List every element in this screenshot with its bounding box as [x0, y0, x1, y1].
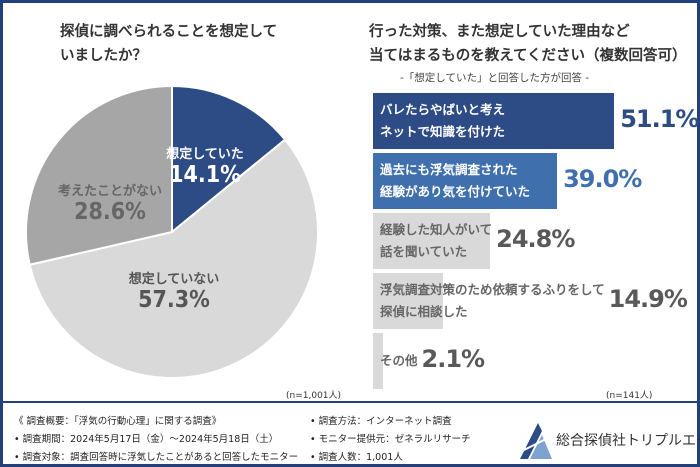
- bar-label-line: ネットで知識を付けた: [380, 124, 506, 139]
- pie-slice-label: 想定していない 57.3%: [129, 268, 220, 313]
- pie-title-line2: いましたか？: [60, 48, 147, 64]
- bar-label-line: 経験があり気を付けていた: [380, 184, 531, 199]
- footer-mid-1: • 調査方法：インターネット調査: [310, 416, 452, 427]
- footer: 《 調査概要：「浮気の行動心理」に関する調査》 • 調査期間：2024年5月17…: [0, 401, 700, 463]
- pie-slice: [25, 84, 173, 266]
- pie-slice: [28, 138, 319, 379]
- bar-label-line: 経験した知人がいて: [380, 222, 493, 237]
- bar-value: 14.9%: [608, 285, 688, 313]
- pie-slice-value: 57.3%: [138, 287, 210, 313]
- bar-label: 経験した知人がいて 話を聞いていた: [380, 219, 492, 263]
- pie-slice-label: 想定していた 14.1%: [166, 143, 244, 188]
- bar-label: 過去にも浮気調査された 経験があり気を付けていた: [380, 159, 530, 203]
- bar-value: 51.1%: [620, 105, 699, 133]
- pie-slice-value: 28.6%: [74, 199, 146, 225]
- bar: [373, 273, 444, 329]
- bar-n-note: (n=141人): [606, 391, 653, 401]
- pie-title-line1: 探偵に調べられることを想定して: [60, 24, 278, 40]
- footer-mid-2: • モニター提供元：ゼネラルリサーチ: [310, 434, 471, 445]
- bar-subtitle: -「想定していた」と回答した方が回答 -: [400, 72, 590, 84]
- bar-label-line: バレたらやばいと考え: [380, 102, 506, 117]
- footer-left-3: • 調査対象：調査回答時に浮気したことがあると回答したモニター: [14, 452, 299, 463]
- footer-left-1: 《 調査概要：「浮気の行動心理」に関する調査》: [14, 416, 222, 427]
- logo-mark-icon: [520, 423, 552, 459]
- bar-value: 2.1%: [421, 345, 486, 373]
- footer-left-2: • 調査期間：2024年5月17日（金）～2024年5月18日（土）: [14, 434, 279, 445]
- pie-slice-label: 考えたことがない 28.6%: [58, 180, 162, 225]
- pie-slice-name: 考えたことがない: [57, 184, 163, 199]
- bar: [373, 213, 491, 269]
- bar-label-line: 過去にも浮気調査された: [380, 162, 518, 177]
- pie-slice: [171, 84, 287, 235]
- bar-value: 39.0%: [563, 165, 642, 193]
- bar-label-line: 話を聞いていた: [380, 244, 468, 259]
- bar: [373, 93, 615, 149]
- bar-label-line: 探偵に相談した: [380, 304, 468, 319]
- bar-title-line2: 当てはまるものを教えてください（複数回答可）: [369, 48, 687, 64]
- pie-slice-name: 想定していた: [166, 147, 244, 162]
- bar-label: その他: [380, 350, 418, 372]
- bar: [373, 153, 558, 209]
- bar: [373, 333, 383, 389]
- bar-label: バレたらやばいと考え ネットで知識を付けた: [380, 99, 505, 143]
- bar-label-line: 浮気調査対策のため依頼するふりをして: [380, 282, 605, 297]
- footer-mid-3: • 調査人数：1,001人: [310, 452, 403, 463]
- logo-text: 総合探偵社トリプルエー: [556, 433, 700, 449]
- bar-label-line: その他: [380, 353, 418, 368]
- bar-label: 浮気調査対策のため依頼するふりをして 探偵に相談した: [380, 279, 605, 323]
- bar-title-line1: 行った対策、また想定していた理由など: [369, 24, 630, 40]
- pie-n-note: (n=1,001人): [286, 391, 342, 401]
- pie-slice-value: 14.1%: [169, 162, 241, 188]
- bar-value: 24.8%: [496, 225, 575, 253]
- pie-chart: [25, 84, 319, 379]
- pie-slice-name: 想定していない: [128, 272, 220, 287]
